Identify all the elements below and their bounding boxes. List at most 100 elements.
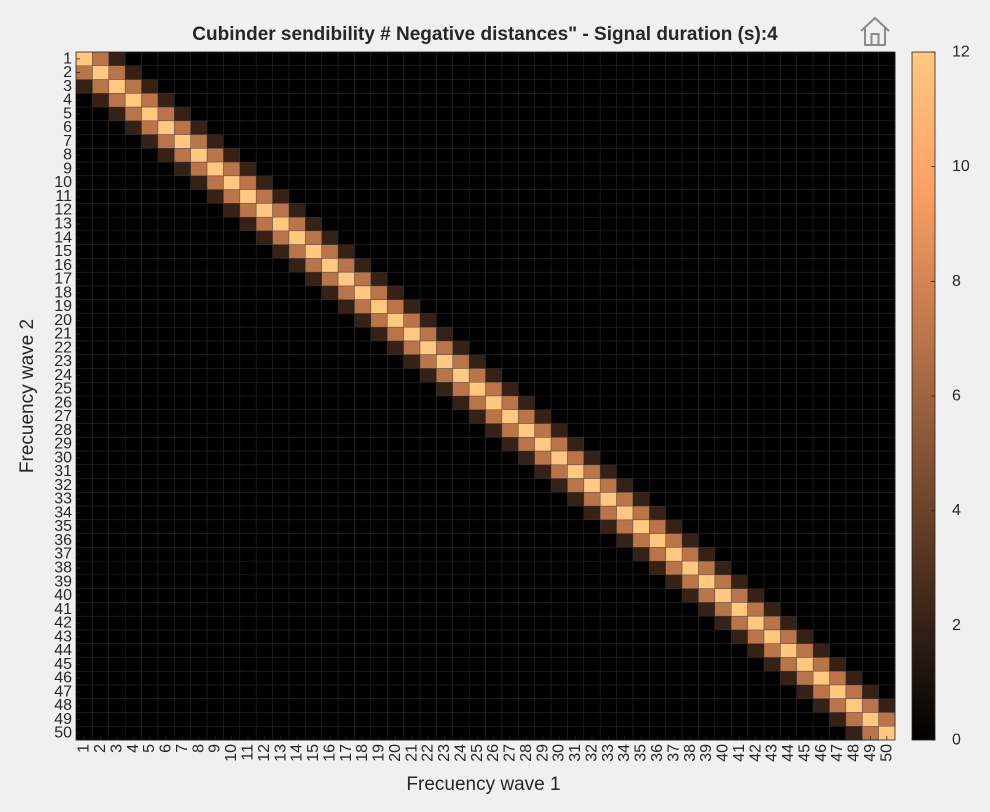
- heatmap-cell: [862, 52, 880, 67]
- x-tick-label: 48: [846, 744, 863, 762]
- heatmap-cell: [419, 423, 437, 438]
- heatmap-cell: [551, 285, 568, 301]
- heatmap-cell: [354, 382, 372, 397]
- heatmap-cell: [485, 547, 503, 562]
- heatmap-cell: [272, 437, 290, 452]
- x-tick-label: 5: [141, 744, 158, 753]
- heatmap-cell: [190, 547, 208, 562]
- heatmap-cell: [354, 657, 372, 672]
- home-button[interactable]: [857, 14, 893, 50]
- heatmap-cell: [288, 52, 306, 67]
- heatmap-cell: [780, 712, 798, 727]
- heatmap-cell: [649, 396, 667, 411]
- y-tick-label: 27: [54, 408, 72, 425]
- heatmap-cell: [141, 313, 159, 328]
- heatmap-cell: [256, 148, 273, 163]
- heatmap-cell: [223, 712, 241, 727]
- heatmap-cell: [354, 52, 372, 67]
- heatmap-cell: [452, 519, 470, 534]
- heatmap-cell: [600, 148, 617, 163]
- heatmap-cell: [649, 107, 667, 122]
- heatmap-cell: [682, 698, 699, 713]
- heatmap-cell: [403, 368, 421, 383]
- heatmap-cell: [731, 464, 748, 479]
- heatmap-cell: [796, 134, 814, 149]
- heatmap-cell: [551, 299, 568, 314]
- heatmap-cell: [501, 258, 519, 273]
- heatmap-cell: [845, 134, 863, 149]
- heatmap-cell: [501, 629, 519, 645]
- heatmap-cell: [469, 107, 486, 122]
- heatmap-cell: [239, 203, 257, 218]
- heatmap-cell: [223, 451, 241, 466]
- heatmap-cell: [76, 285, 93, 301]
- heatmap-cell: [305, 79, 323, 94]
- heatmap-cell: [567, 684, 585, 700]
- heatmap-cell: [305, 643, 323, 658]
- heatmap-cell: [665, 162, 683, 177]
- heatmap-cell: [92, 313, 110, 328]
- heatmap-cell: [108, 561, 126, 576]
- heatmap-cell: [763, 561, 781, 576]
- heatmap-cell: [682, 629, 699, 645]
- heatmap-cell: [747, 561, 765, 576]
- heatmap-cell: [223, 726, 241, 741]
- heatmap-cell: [600, 162, 617, 177]
- heatmap-cell: [780, 671, 798, 686]
- heatmap-cell: [436, 258, 454, 273]
- heatmap-cell: [796, 616, 814, 631]
- heatmap-cell: [125, 616, 142, 631]
- heatmap-cell: [649, 313, 667, 328]
- heatmap-cell: [108, 684, 126, 700]
- heatmap-cell: [534, 726, 552, 741]
- heatmap-cell: [600, 120, 617, 135]
- heatmap-cell: [600, 547, 617, 562]
- heatmap-cell: [157, 698, 175, 713]
- heatmap-cell: [436, 230, 454, 246]
- heatmap-cell: [338, 354, 355, 369]
- heatmap-cell: [387, 602, 404, 617]
- heatmap-cell: [354, 519, 372, 534]
- heatmap-cell: [763, 574, 781, 590]
- heatmap-cell: [600, 396, 617, 411]
- heatmap-cell: [223, 272, 241, 287]
- heatmap-cell: [76, 340, 93, 356]
- heatmap-cell: [190, 671, 208, 686]
- heatmap-cell: [436, 313, 454, 328]
- heatmap-cell: [321, 409, 339, 424]
- heatmap-cell: [108, 244, 126, 259]
- heatmap-cell: [272, 533, 290, 548]
- heatmap-cell: [256, 175, 273, 190]
- heatmap-cell: [567, 451, 585, 466]
- heatmap-cell: [845, 230, 863, 246]
- heatmap-cell: [174, 671, 192, 686]
- heatmap-cell: [682, 107, 699, 122]
- heatmap-cell: [731, 244, 748, 259]
- heatmap-cell: [682, 382, 699, 397]
- heatmap-cell: [698, 492, 716, 507]
- heatmap-cell: [862, 217, 880, 232]
- heatmap-cell: [256, 657, 273, 672]
- heatmap-cell: [272, 657, 290, 672]
- heatmap-cell: [207, 629, 224, 645]
- heatmap-cell: [747, 492, 765, 507]
- heatmap-cell: [207, 299, 224, 314]
- heatmap-cell: [157, 464, 175, 479]
- heatmap-cell: [567, 671, 585, 686]
- heatmap-cell: [288, 65, 306, 80]
- heatmap-cell: [469, 588, 486, 603]
- heatmap-cell: [632, 519, 650, 534]
- heatmap-cell: [583, 602, 601, 617]
- heatmap-cell: [174, 65, 192, 80]
- heatmap-cell: [583, 313, 601, 328]
- y-tick-label: 36: [54, 532, 72, 549]
- heatmap-cell: [256, 272, 273, 287]
- heatmap-cell: [469, 65, 486, 80]
- heatmap-cell: [256, 65, 273, 80]
- heatmap-cell: [387, 107, 404, 122]
- heatmap-cell: [665, 52, 683, 67]
- x-tick-label: 50: [878, 744, 895, 762]
- heatmap-cell: [649, 368, 667, 383]
- heatmap-cell: [845, 65, 863, 80]
- heatmap-cell: [436, 574, 454, 590]
